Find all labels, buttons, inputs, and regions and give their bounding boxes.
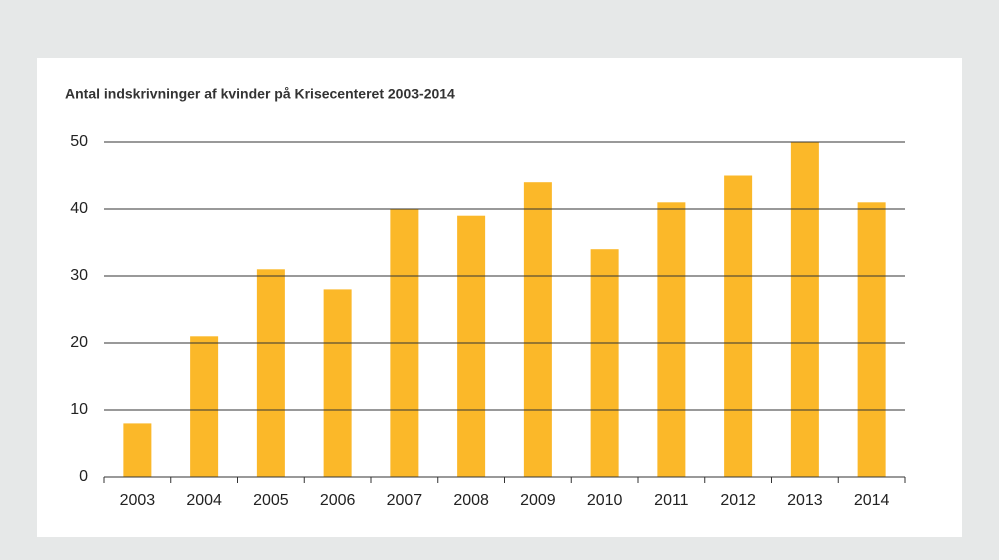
x-tick-label: 2004 [186,492,222,509]
x-tick-label: 2005 [253,492,289,509]
bar [256,269,285,477]
x-tick-label: 2003 [120,492,156,509]
x-tick-label: 2007 [387,492,423,509]
x-tick-label: 2013 [787,492,823,509]
bar [123,423,152,477]
bar [857,202,886,478]
x-tick-label: 2014 [854,492,890,509]
y-tick-label: 30 [70,267,88,284]
chart-title: Antal indskrivninger af kvinder på Krise… [65,86,455,102]
bar [523,182,552,477]
y-tick-label: 50 [70,133,88,150]
bar [657,202,686,478]
y-tick-label: 20 [70,334,88,351]
bar [590,249,619,477]
x-tick-label: 2006 [320,492,356,509]
bar [724,175,753,477]
bar [790,142,819,477]
x-tick-label: 2012 [720,492,756,509]
bar [323,289,352,477]
x-tick-label: 2009 [520,492,556,509]
x-tick-label: 2010 [587,492,623,509]
bar [190,336,219,477]
x-tick-label: 2011 [654,492,689,509]
card [37,58,962,537]
bar [457,215,486,477]
y-tick-label: 40 [70,200,88,217]
y-tick-label: 10 [70,401,88,418]
x-tick-label: 2008 [453,492,489,509]
y-tick-label: 0 [79,468,88,485]
